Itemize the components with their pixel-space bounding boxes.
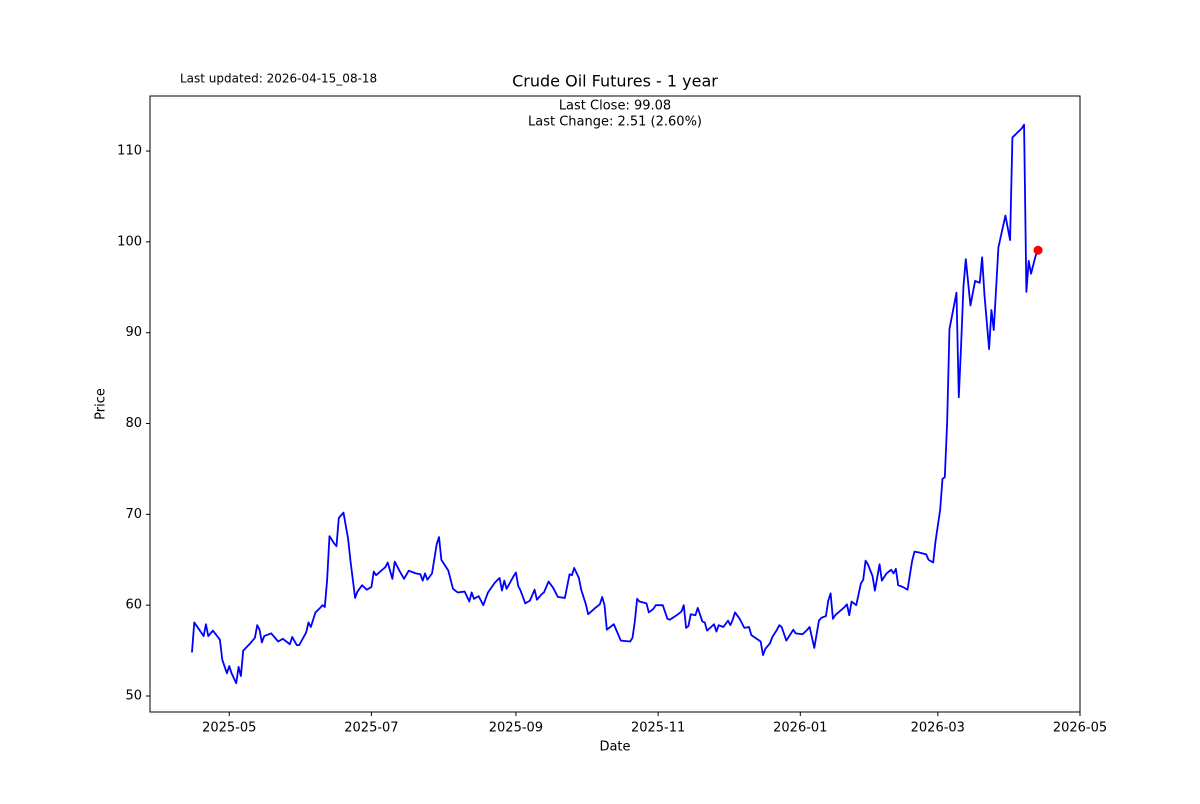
y-tick-label: 50	[125, 689, 142, 704]
price-line	[191, 123, 1039, 685]
x-tick-label: 2026-05	[1053, 721, 1107, 736]
x-axis-label: Date	[599, 740, 630, 755]
y-tick-label: 80	[125, 416, 142, 431]
chart-title: Crude Oil Futures - 1 year	[512, 72, 718, 91]
annotation: Last Change: 2.51 (2.60%)	[528, 115, 702, 130]
y-tick-label: 110	[117, 144, 142, 159]
annotation: Last Close: 99.08	[559, 99, 671, 114]
last-close-marker	[1033, 245, 1043, 255]
x-tick-label: 2026-01	[773, 721, 827, 736]
x-tick-label: 2025-05	[202, 721, 256, 736]
plot-frame	[149, 95, 1081, 713]
y-axis-label: Price	[94, 388, 109, 420]
y-tick-label: 70	[125, 507, 142, 522]
y-tick-label: 100	[117, 234, 142, 249]
x-tick-label: 2026-03	[911, 721, 965, 736]
x-tick-label: 2025-07	[344, 721, 398, 736]
last-updated: Last updated: 2026-04-15_08-18	[180, 72, 377, 86]
x-tick-label: 2025-11	[631, 721, 685, 736]
y-tick-label: 90	[125, 325, 142, 340]
y-tick-label: 60	[125, 598, 142, 613]
x-tick-label: 2025-09	[489, 721, 543, 736]
